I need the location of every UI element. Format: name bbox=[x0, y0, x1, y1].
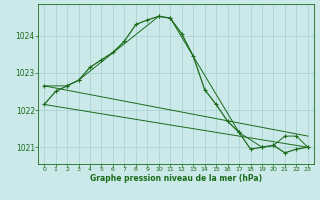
X-axis label: Graphe pression niveau de la mer (hPa): Graphe pression niveau de la mer (hPa) bbox=[90, 174, 262, 183]
